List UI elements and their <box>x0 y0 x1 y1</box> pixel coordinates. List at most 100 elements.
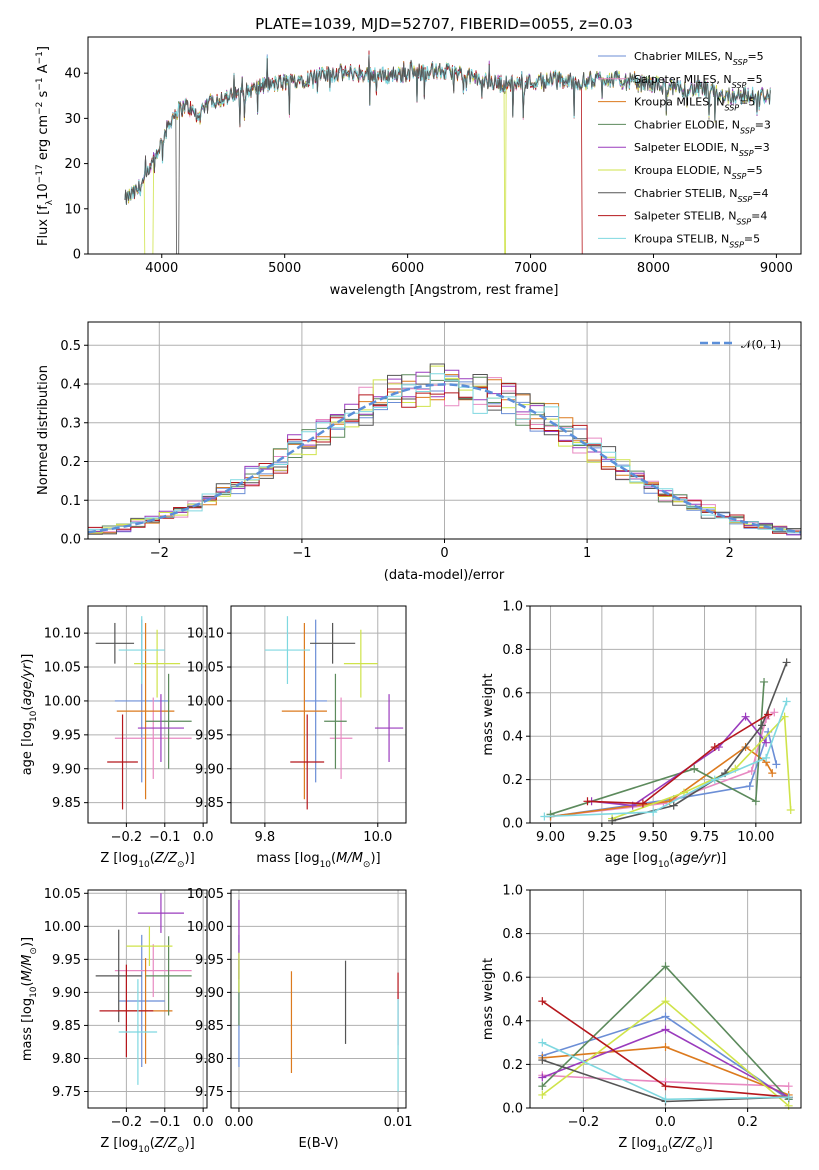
y-tick-label: 0.0 <box>60 533 81 548</box>
y-tick-label: 10.00 <box>44 694 81 709</box>
x-tick-label: 0.0 <box>193 830 214 845</box>
histogram-series-6 <box>88 363 801 535</box>
data-marker <box>784 1093 793 1102</box>
data-marker <box>770 708 779 717</box>
data-marker <box>538 1073 547 1082</box>
errorbar-point-4 <box>137 893 184 933</box>
y-tick-label: 9.90 <box>195 762 224 777</box>
x-tick-label: −0.1 <box>149 1115 181 1130</box>
data-marker <box>661 1095 670 1104</box>
y-tick-label: 9.90 <box>195 986 224 1001</box>
axes-frame <box>230 889 407 1109</box>
legend-entry: Kroupa ELODIE, NSSP=5 <box>634 164 763 181</box>
data-marker <box>661 997 670 1006</box>
data-marker <box>538 1090 547 1099</box>
x-tick-label: 9.00 <box>536 830 565 845</box>
data-marker <box>538 1038 547 1047</box>
data-marker <box>751 797 760 806</box>
x-tick-label: 0.0 <box>193 1115 214 1130</box>
errorbar-point-3 <box>324 673 347 769</box>
y-tick-label: 0.0 <box>502 1102 523 1117</box>
y-tick-label: 0.8 <box>502 927 523 942</box>
x-tick-label: 2 <box>726 546 734 561</box>
x-tick-label: −1 <box>292 546 311 561</box>
x-tick-label: 9.50 <box>639 830 668 845</box>
x-axis-label: Z [log10(Z/Z⊙)] <box>618 1136 712 1155</box>
y-tick-label: 0.4 <box>502 730 523 745</box>
y-tick-label: 9.80 <box>52 1052 81 1067</box>
y-tick-label: 9.75 <box>52 1085 81 1100</box>
weight-series-8 <box>540 697 791 821</box>
x-tick-label: 0.00 <box>224 1115 253 1130</box>
x-tick-label: 9.25 <box>587 830 616 845</box>
y-tick-label: 10.05 <box>187 887 224 902</box>
data-marker <box>661 1042 670 1051</box>
x-tick-label: 0.2 <box>737 1115 758 1130</box>
data-marker <box>710 775 719 784</box>
y-tick-label: 10.05 <box>44 661 81 676</box>
y-tick-label: 0.4 <box>60 378 81 393</box>
series-line <box>550 746 773 818</box>
y-tick-label: 0.8 <box>502 643 523 658</box>
normal-pdf-curve <box>87 383 802 534</box>
legend-entry: Salpeter MILES, NSSP=5 <box>634 73 763 90</box>
y-tick-label: 1.0 <box>502 884 523 899</box>
errorbar-point-5 <box>343 629 378 698</box>
data-marker <box>661 1025 670 1034</box>
errorbar-point-0 <box>304 619 327 783</box>
y-tick-label: 40 <box>64 67 81 82</box>
y-tick-label: 9.85 <box>195 796 224 811</box>
y-tick-label: 0.6 <box>502 971 523 986</box>
errorbar-point-3 <box>145 936 192 1016</box>
errorbar-point-5 <box>134 629 181 698</box>
weight-series-8 <box>538 1038 793 1104</box>
errorbar-point-8 <box>118 616 165 684</box>
legend-entry: Chabrier MILES, NSSP=5 <box>634 50 764 67</box>
errorbar-point-2 <box>116 622 175 800</box>
y-tick-label: 0.4 <box>502 1014 523 1029</box>
x-tick-label: 8000 <box>637 261 670 276</box>
x-tick-label: 5000 <box>268 261 301 276</box>
legend-entry: Kroupa MILES, NSSP=5 <box>634 96 755 113</box>
errorbar-point-5 <box>126 926 173 966</box>
y-tick-label: 9.95 <box>195 728 224 743</box>
weight-series-3 <box>538 962 793 1104</box>
spectrum-line-6 <box>124 55 771 254</box>
data-marker <box>661 962 670 971</box>
data-marker <box>782 697 791 706</box>
y-tick-label: 9.85 <box>52 1019 81 1034</box>
errorbar-point-6 <box>95 622 135 664</box>
errorbar-point-6 <box>95 929 142 1023</box>
errorbar-point-0 <box>118 934 165 1068</box>
x-tick-label: 9.8 <box>255 830 276 845</box>
data-marker <box>649 808 658 817</box>
y-tick-label: 9.95 <box>52 728 81 743</box>
legend-entry: 𝒩(0, 1) <box>741 338 781 351</box>
x-tick-label: −2 <box>150 546 169 561</box>
weight-series-7 <box>538 997 793 1102</box>
y-tick-label: 30 <box>64 112 81 127</box>
y-tick-label: 1.0 <box>502 600 523 615</box>
x-tick-label: 7000 <box>514 261 547 276</box>
series-line <box>587 713 769 805</box>
errorbar-point-7 <box>290 714 325 810</box>
y-tick-label: 0.2 <box>502 773 523 788</box>
data-marker <box>764 710 773 719</box>
x-tick-label: −0.2 <box>111 1115 143 1130</box>
x-axis-label: mass [log10(M/M⊙)] <box>256 851 380 870</box>
legend-entry: Kroupa STELIB, NSSP=5 <box>634 232 760 249</box>
y-tick-label: 9.80 <box>195 1052 224 1067</box>
x-tick-label: 0.0 <box>655 1115 676 1130</box>
y-axis-label: age [log10(age/yr)] <box>20 654 39 776</box>
y-tick-label: 9.85 <box>52 796 81 811</box>
data-marker <box>538 1056 547 1065</box>
y-tick-label: 0.6 <box>502 686 523 701</box>
y-axis-label: mass weight <box>481 673 496 755</box>
y-axis-label: Normed distribution <box>36 365 51 495</box>
y-tick-label: 10.00 <box>44 920 81 935</box>
data-marker <box>784 1082 793 1091</box>
y-tick-label: 10 <box>64 202 81 217</box>
y-tick-label: 9.85 <box>195 1019 224 1034</box>
y-tick-label: 0 <box>73 248 81 263</box>
weight-series-7 <box>583 710 773 808</box>
